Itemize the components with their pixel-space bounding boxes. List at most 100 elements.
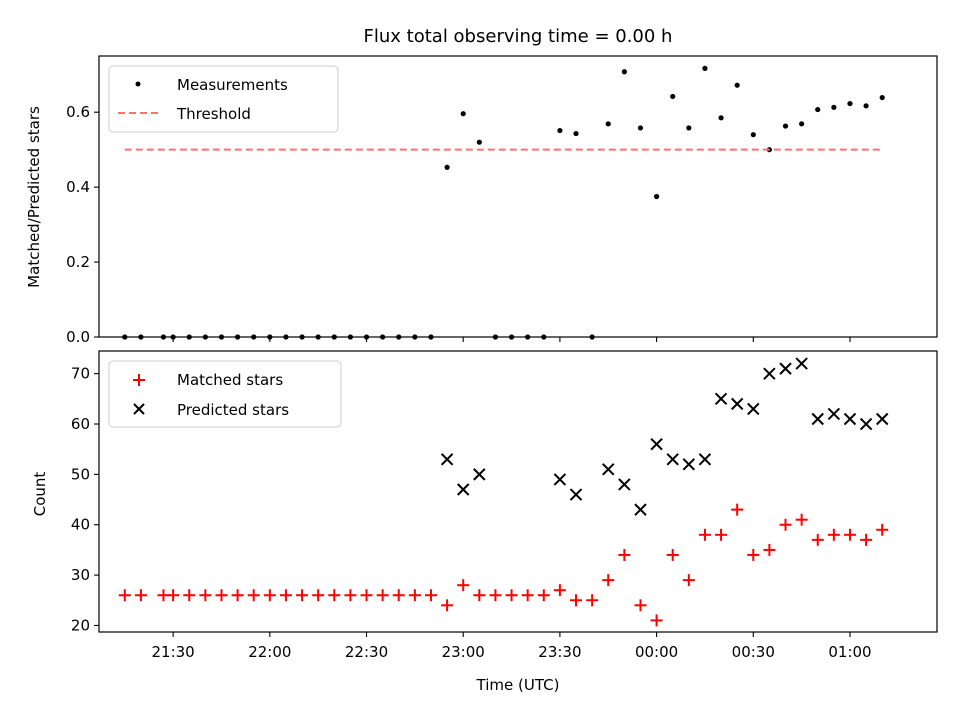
matched-stars-point bbox=[167, 589, 180, 602]
matched-stars-point bbox=[650, 614, 663, 627]
predicted-stars-point bbox=[827, 407, 841, 421]
matched-stars-point bbox=[570, 594, 583, 607]
legend-matched-stars: Matched stars bbox=[177, 371, 283, 389]
matched-stars-point bbox=[231, 589, 244, 602]
matched-stars-point bbox=[424, 589, 437, 602]
top-legend: Measurements Threshold bbox=[108, 65, 339, 133]
matched-stars-point bbox=[715, 528, 728, 541]
matched-stars-point bbox=[682, 574, 695, 587]
y-tick-label: 60 bbox=[71, 415, 90, 433]
matched-stars-point bbox=[279, 589, 292, 602]
matched-stars-point bbox=[827, 528, 840, 541]
bottom-x-ticks: 21:30 22:00 22:30 23:00 23:30 00:00 00:30 01:00 bbox=[152, 632, 872, 661]
predicted-stars-point bbox=[843, 412, 857, 426]
measurements-point bbox=[444, 164, 450, 170]
matched-stars-point bbox=[586, 594, 599, 607]
x-axis-label: Time (UTC) bbox=[476, 676, 560, 694]
predicted-stars-point bbox=[457, 483, 470, 496]
predicted-legend-marker bbox=[133, 403, 145, 415]
predicted-stars-point bbox=[650, 437, 663, 451]
matched-stars-point bbox=[312, 589, 325, 602]
matched-stars-point bbox=[489, 589, 502, 602]
matched-stars-point bbox=[199, 589, 212, 602]
matched-stars-point bbox=[360, 589, 373, 602]
x-tick-label: 22:00 bbox=[248, 643, 291, 661]
measurements-point bbox=[815, 106, 821, 113]
matched-stars-point bbox=[811, 533, 824, 546]
predicted-stars-point bbox=[440, 453, 454, 466]
matched-stars-point bbox=[763, 543, 776, 556]
measurements-point bbox=[476, 139, 482, 145]
predicted-stars-point bbox=[553, 473, 567, 486]
legend-predicted-stars: Predicted stars bbox=[177, 401, 289, 419]
predicted-stars-point bbox=[876, 412, 889, 426]
top-legend-box bbox=[108, 65, 339, 133]
y-tick-label: 20 bbox=[71, 616, 90, 634]
measurements-point bbox=[670, 93, 676, 100]
bottom-legend: Matched stars Predicted stars bbox=[108, 360, 342, 428]
predicted-stars-point bbox=[698, 453, 712, 466]
bottom-y-ticks: 20 30 40 50 60 70 bbox=[71, 365, 99, 634]
measurements-point bbox=[831, 104, 837, 110]
predicted-stars-point bbox=[795, 357, 808, 370]
y-tick-label: 40 bbox=[71, 516, 90, 534]
y-tick-label: 30 bbox=[71, 566, 90, 584]
matched-stars-point bbox=[698, 528, 711, 541]
matched-stars-point bbox=[392, 589, 405, 602]
measurements-point bbox=[637, 125, 644, 131]
top-y-axis-label: Matched/Predicted stars bbox=[25, 106, 43, 288]
matched-stars-point bbox=[666, 548, 679, 561]
predicted-stars-point bbox=[811, 412, 824, 426]
predicted-stars-point bbox=[779, 362, 792, 375]
measurements-point bbox=[621, 69, 627, 75]
measurements-point bbox=[702, 65, 708, 71]
matched-stars-point bbox=[328, 589, 341, 602]
y-tick-label: 0.0 bbox=[66, 328, 90, 346]
measurements-point bbox=[718, 115, 724, 121]
legend-threshold: Threshold bbox=[176, 105, 251, 123]
bottom-axes-frame bbox=[98, 350, 938, 633]
predicted-stars-point bbox=[473, 468, 486, 481]
matched-stars-point bbox=[183, 589, 196, 602]
matched-stars-point bbox=[441, 599, 454, 612]
bottom-plot-marks bbox=[118, 357, 889, 627]
bottom-panel: 20 30 40 50 60 70 21:30 22:00 22:30 23:00 23:30 00… bbox=[31, 350, 938, 694]
x-tick-label: 23:00 bbox=[442, 643, 485, 661]
matched-stars-point bbox=[860, 533, 873, 546]
bottom-legend-box bbox=[108, 360, 342, 428]
matched-stars-point bbox=[843, 528, 856, 541]
measurements-point bbox=[653, 193, 660, 200]
measurements-point bbox=[863, 103, 869, 109]
legend-measurements: Measurements bbox=[177, 76, 288, 94]
matched-stars-point bbox=[296, 589, 309, 602]
matched-stars-point bbox=[795, 513, 808, 526]
bottom-y-axis-label: Count bbox=[31, 472, 49, 517]
matched-stars-point bbox=[344, 589, 357, 602]
x-tick-label: 22:30 bbox=[345, 643, 388, 661]
predicted-stars-point bbox=[634, 503, 647, 516]
y-tick-label: 0.2 bbox=[66, 253, 90, 271]
predicted-stars-point bbox=[569, 488, 583, 501]
predicted-stars-point bbox=[859, 417, 873, 431]
matched-stars-point bbox=[215, 589, 228, 602]
x-tick-label: 01:00 bbox=[828, 643, 871, 661]
predicted-stars-point bbox=[763, 367, 776, 380]
measurements-point bbox=[557, 127, 563, 134]
matched-stars-point bbox=[876, 523, 889, 536]
measurements-point bbox=[750, 132, 756, 138]
measurements-point bbox=[734, 82, 740, 88]
measurements-legend-marker bbox=[135, 81, 141, 87]
x-tick-label: 00:30 bbox=[732, 643, 775, 661]
matched-stars-point bbox=[247, 589, 260, 602]
matched-stars-point bbox=[553, 584, 566, 597]
matched-stars-point bbox=[118, 589, 131, 602]
predicted-stars-point bbox=[747, 402, 760, 416]
top-axes-frame bbox=[98, 55, 938, 338]
matched-stars-point bbox=[457, 579, 470, 592]
matched-legend-marker bbox=[133, 374, 145, 386]
matched-stars-point bbox=[505, 589, 518, 602]
x-tick-label: 21:30 bbox=[152, 643, 195, 661]
measurements-point bbox=[605, 121, 611, 127]
matched-stars-point bbox=[537, 589, 550, 602]
